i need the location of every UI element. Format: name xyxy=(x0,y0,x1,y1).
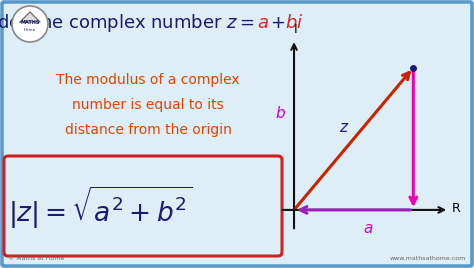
Text: distance from the origin: distance from the origin xyxy=(64,123,231,137)
Text: $ + $: $ + $ xyxy=(270,14,285,32)
FancyBboxPatch shape xyxy=(4,156,282,256)
Text: $a$: $a$ xyxy=(363,221,373,236)
FancyBboxPatch shape xyxy=(2,2,472,266)
Text: $a$: $a$ xyxy=(257,14,269,32)
Text: The modulus of a complex: The modulus of a complex xyxy=(56,73,240,87)
Text: number is equal to its: number is equal to its xyxy=(72,98,224,112)
Text: R: R xyxy=(451,202,460,215)
Text: $z$: $z$ xyxy=(339,120,349,135)
Text: MATHS: MATHS xyxy=(20,20,40,25)
Text: $b$: $b$ xyxy=(275,105,286,121)
Polygon shape xyxy=(20,12,40,22)
Text: $bi$: $bi$ xyxy=(285,14,303,32)
Text: www.mathsathome.com: www.mathsathome.com xyxy=(390,256,466,261)
Text: © Maths at Home: © Maths at Home xyxy=(8,256,64,261)
Circle shape xyxy=(12,6,48,42)
Text: $|z| = \sqrt{a^2 + b^2}$: $|z| = \sqrt{a^2 + b^2}$ xyxy=(8,185,192,231)
Text: Home: Home xyxy=(24,28,36,32)
Text: I: I xyxy=(293,23,297,36)
Text: Consider the complex number $z = $: Consider the complex number $z = $ xyxy=(0,12,255,34)
